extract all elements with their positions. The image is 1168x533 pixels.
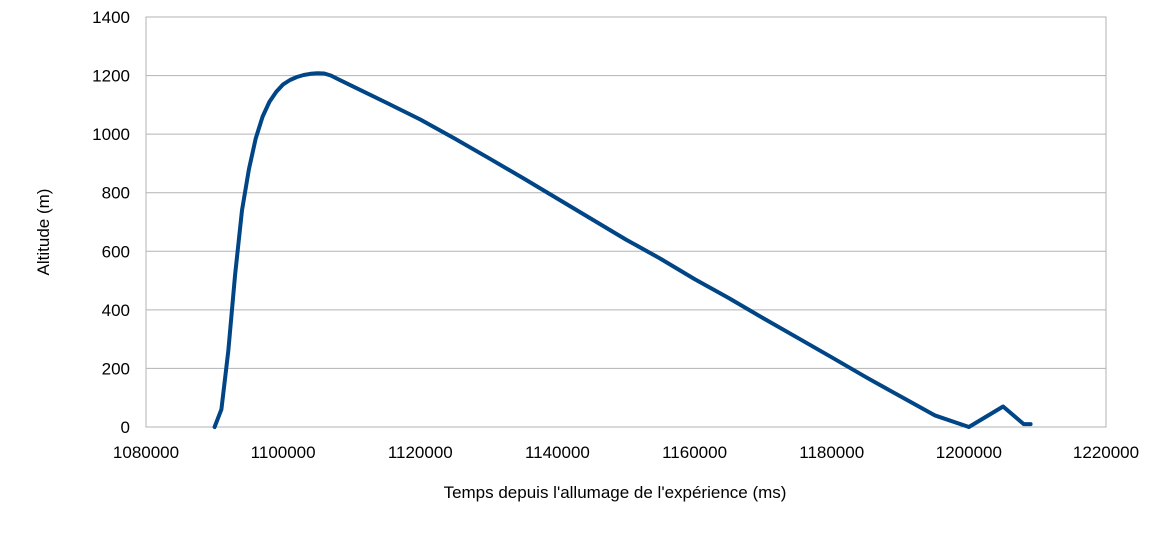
- y-tick-label: 0: [121, 418, 130, 437]
- y-tick-label: 800: [102, 184, 130, 203]
- x-tick-label: 1100000: [251, 443, 316, 462]
- tick-labels: 0 200 400 600 800 1000 1200 1400 1080000 1100000 1…: [92, 8, 1139, 462]
- series: [212, 71, 1033, 429]
- y-tick-label: 1000: [92, 125, 130, 144]
- x-tick-label: 1120000: [388, 443, 453, 462]
- y-axis-label: Altitude (m): [34, 189, 53, 276]
- x-tick-label: 1200000: [936, 443, 1002, 462]
- x-tick-label: 1160000: [662, 443, 727, 462]
- y-tick-label: 600: [102, 242, 130, 261]
- y-tick-label: 1200: [92, 67, 130, 86]
- series-line: [212, 71, 1033, 429]
- x-axis-label: Temps depuis l'allumage de l'expérience …: [444, 483, 787, 502]
- plot-area-frame: [145, 16, 1107, 428]
- y-tick-label: 400: [102, 301, 130, 320]
- x-tick-label: 1140000: [525, 443, 590, 462]
- x-tick-label: 1180000: [799, 443, 864, 462]
- y-tick-label: 1400: [92, 8, 130, 27]
- x-tick-label: 1080000: [113, 443, 179, 462]
- y-tick-label: 200: [102, 359, 130, 378]
- x-tick-label: 1220000: [1073, 443, 1139, 462]
